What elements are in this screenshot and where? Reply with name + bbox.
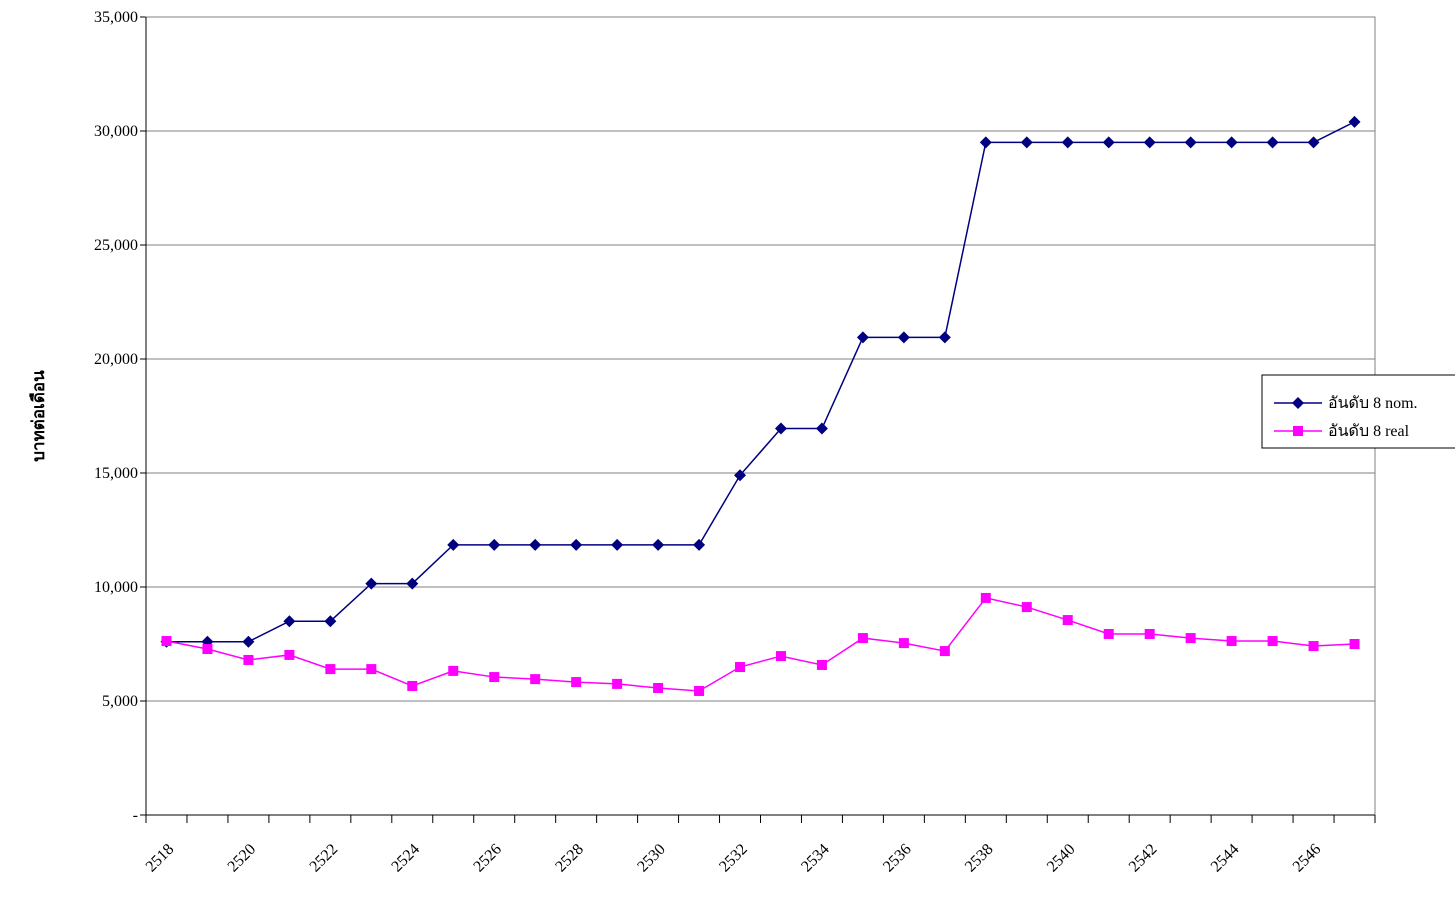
data-point [1022, 602, 1032, 612]
data-point [1062, 136, 1074, 148]
data-point [1104, 629, 1114, 639]
x-tick-label: 2538 [962, 841, 997, 876]
data-point [161, 636, 171, 646]
data-point [1186, 633, 1196, 643]
data-point [693, 539, 705, 551]
x-tick-label: 2524 [388, 841, 423, 876]
series-line [166, 598, 1354, 691]
data-point [1227, 636, 1237, 646]
data-point [981, 593, 991, 603]
data-point [857, 331, 869, 343]
data-point [202, 644, 212, 654]
y-tick-label: 15,000 [94, 465, 138, 482]
data-point [735, 662, 745, 672]
y-tick-label: 25,000 [94, 237, 138, 254]
data-point [570, 539, 582, 551]
data-point [325, 664, 335, 674]
data-point [1021, 136, 1033, 148]
data-point [939, 331, 951, 343]
data-point [407, 681, 417, 691]
data-point [858, 633, 868, 643]
x-tick-label: 2522 [307, 841, 342, 876]
legend-symbol [1293, 426, 1303, 436]
data-point [816, 423, 828, 435]
x-tick-label: 2536 [880, 841, 915, 876]
x-tick-label: 2544 [1208, 841, 1243, 876]
data-point [1308, 136, 1320, 148]
y-tick-label: 30,000 [94, 123, 138, 140]
data-point [488, 539, 500, 551]
data-point [652, 539, 664, 551]
data-point [1103, 136, 1115, 148]
data-point [366, 664, 376, 674]
data-point [1267, 136, 1279, 148]
x-tick-label: 2532 [716, 841, 751, 876]
data-point [817, 660, 827, 670]
data-point [530, 674, 540, 684]
data-point [1350, 639, 1360, 649]
y-tick-label: 5,000 [102, 693, 138, 710]
legend-label: อันดับ 8 nom. [1328, 395, 1418, 412]
data-point [611, 539, 623, 551]
data-point [1309, 641, 1319, 651]
data-point [283, 615, 295, 627]
data-point [899, 638, 909, 648]
x-tick-label: 2542 [1126, 841, 1161, 876]
data-point [1063, 615, 1073, 625]
y-tick-label: 10,000 [94, 579, 138, 596]
data-point [612, 679, 622, 689]
data-point [243, 655, 253, 665]
data-point [1185, 136, 1197, 148]
x-tick-label: 2546 [1290, 841, 1325, 876]
data-point [284, 650, 294, 660]
x-tick-label: 2518 [143, 841, 178, 876]
x-tick-label: 2526 [470, 841, 505, 876]
x-tick-label: 2534 [798, 841, 833, 876]
data-point [489, 672, 499, 682]
data-point [653, 683, 663, 693]
data-point [898, 331, 910, 343]
data-point [1144, 136, 1156, 148]
data-point [529, 539, 541, 551]
data-point [1226, 136, 1238, 148]
x-tick-label: 2540 [1044, 841, 1079, 876]
data-point [776, 651, 786, 661]
data-point [1145, 629, 1155, 639]
x-tick-label: 2530 [634, 841, 669, 876]
chart: บาทต่อเดือน - 5,000 10,000 15,000 20,000 25,0… [0, 0, 1455, 916]
data-point [571, 677, 581, 687]
data-point [980, 136, 992, 148]
data-point [940, 646, 950, 656]
legend-label: อันดับ 8 real [1328, 423, 1410, 440]
y-tick-label: 35,000 [94, 9, 138, 26]
legend-marker [1293, 426, 1303, 436]
x-tick-label: 2528 [552, 841, 587, 876]
data-point [694, 686, 704, 696]
data-point [448, 666, 458, 676]
series-line [166, 122, 1354, 642]
x-tick-label: 2520 [225, 841, 260, 876]
data-point [1268, 636, 1278, 646]
data-point [1349, 116, 1361, 128]
y-tick-label: - [133, 807, 138, 824]
y-tick-label: 20,000 [94, 351, 138, 368]
y-axis-title: บาทต่อเดือน [28, 370, 48, 462]
data-point [242, 636, 254, 648]
